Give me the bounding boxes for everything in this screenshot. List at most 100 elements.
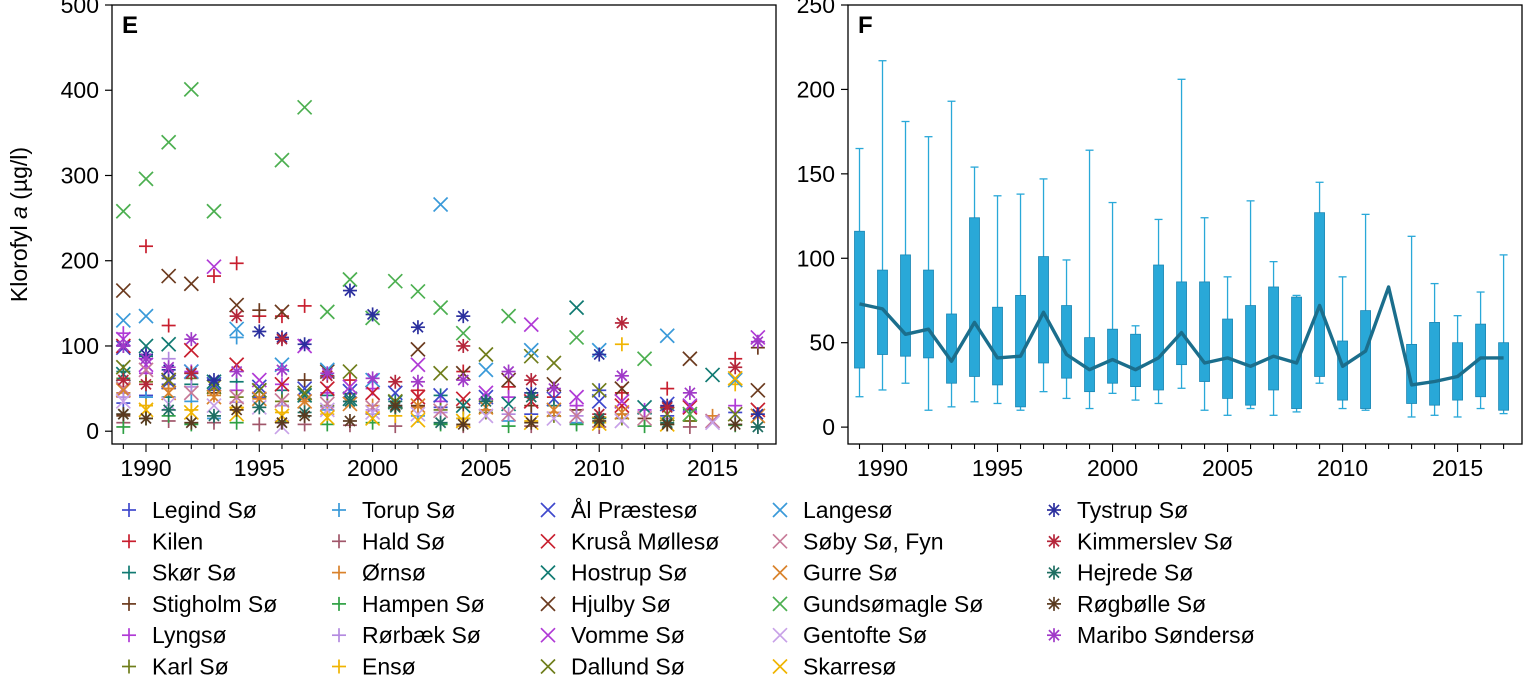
legend-label: Hald Sø [362, 528, 445, 554]
legend-label: Karl Sø [152, 654, 229, 679]
data-point [183, 81, 199, 97]
marker-stroke [593, 348, 605, 361]
data-point [116, 326, 131, 341]
data-point [704, 415, 721, 431]
marker-stroke [752, 421, 764, 433]
data-point [568, 408, 585, 424]
data-point [682, 385, 697, 400]
marker-stroke [704, 367, 721, 383]
marker-stroke [661, 418, 673, 431]
legend-marker [122, 565, 136, 580]
marker-stroke [389, 376, 401, 388]
plot-frame [847, 4, 1523, 445]
legend-label: Rørbæk Sø [362, 622, 481, 648]
x-tick-label: 2015 [1432, 455, 1483, 481]
marker-stroke [729, 361, 741, 373]
marker-stroke [115, 359, 131, 375]
data-point [116, 419, 131, 434]
data-point [319, 396, 335, 412]
box-2003 [1176, 78, 1187, 389]
legend-marker [122, 534, 136, 549]
data-point [116, 407, 131, 422]
legend-label: Gentofte Sø [803, 622, 927, 648]
marker-stroke [231, 310, 243, 322]
data-point [342, 379, 358, 395]
legend-item: Kruså Møllesø [540, 528, 719, 554]
marker-stroke [410, 412, 426, 428]
data-point [138, 171, 154, 187]
marker-stroke [772, 627, 788, 643]
panel-label: E [122, 12, 138, 39]
data-point [161, 134, 177, 150]
marker-stroke [206, 398, 222, 414]
legend-marker [1047, 565, 1061, 580]
series-røgbølle-sø [116, 398, 743, 432]
marker-stroke [344, 395, 356, 408]
data-point [297, 337, 312, 352]
data-point [727, 406, 743, 422]
marker-stroke [253, 325, 265, 338]
marker-stroke [523, 348, 539, 364]
data-point [229, 402, 244, 417]
box-2013 [1406, 235, 1417, 418]
data-point [388, 398, 403, 413]
legend-label: Skarresø [803, 654, 896, 679]
marker-stroke [523, 317, 539, 333]
marker-stroke [548, 382, 560, 395]
marker-stroke [319, 304, 335, 320]
box-2006 [1245, 200, 1256, 410]
marker-stroke [319, 396, 335, 412]
marker-stroke [410, 357, 426, 373]
data-point [568, 389, 585, 405]
marker-stroke [274, 304, 290, 320]
data-point [274, 415, 289, 430]
data-point [432, 365, 449, 381]
data-point [274, 392, 290, 409]
marker-stroke [500, 406, 517, 422]
data-point [116, 373, 131, 388]
legend-item: Røgbølle Sø [1047, 591, 1206, 617]
data-point [614, 407, 629, 422]
box-2014 [1429, 282, 1440, 416]
marker-stroke [540, 627, 556, 643]
data-point [115, 382, 131, 398]
data-point [252, 417, 267, 432]
marker-stroke [161, 385, 177, 401]
marker-stroke [636, 399, 653, 415]
legend-label: Tystrup Sø [1077, 497, 1188, 523]
legend-label: Dallund Sø [571, 654, 685, 679]
marker-stroke [183, 385, 199, 401]
series-skør-sø [116, 349, 697, 422]
marker-stroke [500, 308, 517, 324]
data-point [297, 373, 312, 388]
median-line [859, 285, 1504, 387]
marker-stroke [206, 203, 222, 219]
y-tick-label: 300 [61, 162, 99, 188]
marker-stroke [115, 203, 131, 219]
box-iqr [1130, 333, 1141, 387]
box-iqr [1452, 342, 1463, 401]
marker-stroke [297, 387, 313, 404]
data-point [319, 409, 335, 426]
data-point [614, 398, 630, 414]
marker-stroke [750, 382, 766, 398]
marker-stroke [208, 410, 220, 422]
data-point [660, 381, 675, 396]
legend-label: Ensø [362, 654, 416, 679]
box-iqr [1038, 256, 1049, 364]
data-point [138, 239, 153, 254]
marker-stroke [432, 300, 449, 316]
data-point [410, 400, 425, 415]
marker-stroke [208, 374, 220, 386]
data-point [297, 298, 312, 313]
data-point [660, 417, 675, 432]
marker-stroke [591, 393, 607, 409]
data-point [387, 273, 403, 289]
marker-stroke [525, 417, 537, 429]
legend-label: Hjulby Sø [571, 591, 671, 617]
data-point [206, 259, 222, 275]
legend-label: Vomme Sø [571, 622, 685, 648]
data-point [591, 382, 607, 398]
x-tick-label: 2010 [574, 455, 625, 481]
legend-item: Ål Præstesø [540, 496, 698, 523]
